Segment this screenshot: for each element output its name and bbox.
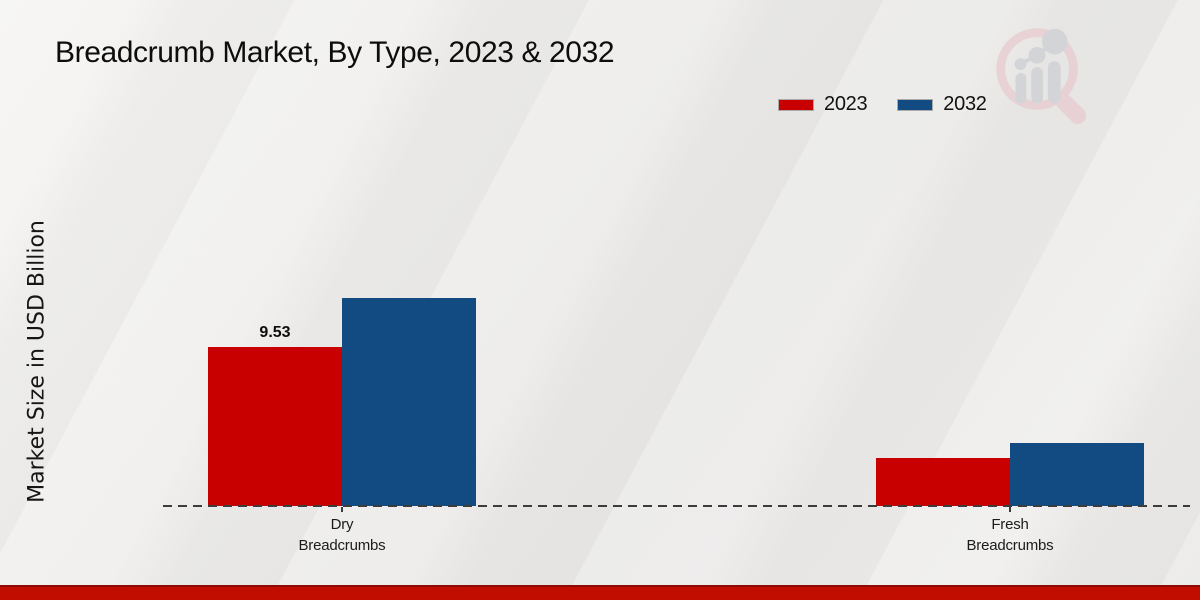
- magnifier-bar-chart-logo-icon: [988, 18, 1096, 126]
- bar-2032-fresh-breadcrumbs: [1010, 443, 1144, 506]
- legend-swatch-2032: [897, 98, 934, 111]
- legend-item-2032: 2032: [897, 93, 987, 116]
- legend-label-2032: 2032: [943, 93, 987, 115]
- bar-2032-dry-breadcrumbs: [342, 298, 476, 506]
- x-axis-baseline: [163, 505, 1190, 507]
- chart-title: Breadcrumb Market, By Type, 2023 & 2032: [55, 36, 615, 69]
- bar-2023-fresh-breadcrumbs: [876, 458, 1010, 506]
- x-tick-fresh-breadcrumbs: [1009, 507, 1011, 512]
- x-category-label-fresh-breadcrumbs: Fresh Breadcrumbs: [966, 516, 1054, 554]
- legend-swatch-2023: [778, 98, 814, 111]
- bar-value-label: 9.53: [259, 324, 291, 341]
- bottom-brand-stripe: [0, 585, 1200, 600]
- legend-item-2023: 2023: [778, 93, 868, 116]
- bar-2023-dry-breadcrumbs: [208, 347, 342, 506]
- legend-label-2023: 2023: [824, 93, 868, 115]
- legend: 2023 2032: [778, 93, 987, 116]
- x-tick-dry-breadcrumbs: [341, 507, 343, 512]
- x-category-label-dry-breadcrumbs: Dry Breadcrumbs: [298, 516, 386, 554]
